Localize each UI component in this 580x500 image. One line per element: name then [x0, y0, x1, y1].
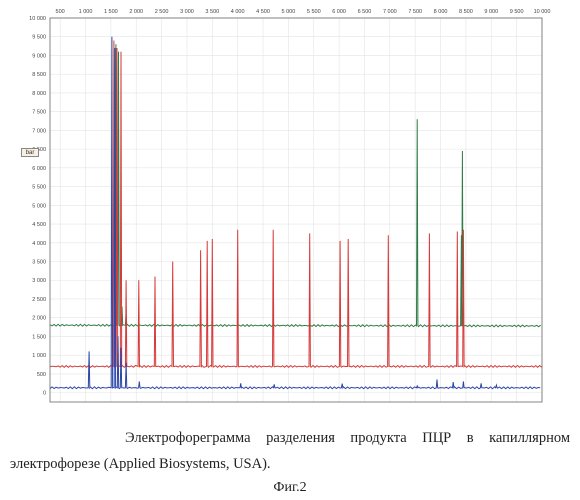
x-tick-label: 1 500 — [104, 9, 118, 15]
x-tick-label: 8 000 — [434, 9, 448, 15]
chart-series — [50, 37, 542, 389]
plot-frame — [50, 18, 542, 402]
y-tick-label: 3 500 — [32, 260, 46, 266]
y-tick-label: 500 — [37, 372, 46, 378]
x-tick-label: 4 500 — [256, 9, 270, 15]
x-tick-label: 5 000 — [282, 9, 296, 15]
x-tick-label: 2 000 — [129, 9, 143, 15]
x-tick-label: 3 000 — [180, 9, 194, 15]
chart-ticks: 500 1 000 1 500 2 000 2 500 3 000 3 500 4 000 4 … — [29, 9, 550, 397]
x-tick-label: 5 500 — [307, 9, 321, 15]
series-line — [50, 41, 542, 368]
y-tick-label: 3 000 — [32, 278, 46, 284]
figure-caption: Электрофореграмма разделения продукта ПЦ… — [10, 425, 570, 477]
y-tick-label: 1 000 — [32, 353, 46, 359]
y-tick-label: 9 000 — [32, 53, 46, 59]
y-tick-label: 2 000 — [32, 316, 46, 322]
chart-grid — [50, 18, 542, 402]
x-tick-label: 7 500 — [408, 9, 422, 15]
y-tick-label: 7 000 — [32, 128, 46, 134]
x-tick-label: 6 000 — [332, 9, 346, 15]
caption-line-1: Электрофореграмма разделения продукта ПЦ… — [10, 425, 570, 451]
y-tick-label: 4 500 — [32, 222, 46, 228]
y-tick-label: 5 500 — [32, 185, 46, 191]
x-tick-label: 8 500 — [459, 9, 473, 15]
x-tick-label: 9 000 — [484, 9, 498, 15]
y-tick-label: 7 500 — [32, 110, 46, 116]
y-tick-label: 0 — [43, 391, 46, 397]
y-tick-label: 5 000 — [32, 203, 46, 209]
y-tick-label: 10 000 — [29, 16, 46, 22]
electropherogram-chart: 500 1 000 1 500 2 000 2 500 3 000 3 500 4 000 4 … — [0, 0, 580, 420]
y-tick-label: 8 500 — [32, 72, 46, 78]
marker-flag: bar — [21, 148, 39, 157]
x-tick-label: 2 500 — [155, 9, 169, 15]
x-tick-label: 7 000 — [383, 9, 397, 15]
x-tick-label: 3 500 — [205, 9, 219, 15]
y-tick-label: 1 500 — [32, 334, 46, 340]
x-tick-label: 1 000 — [79, 9, 93, 15]
series-line — [50, 44, 541, 327]
figure-label: Фиг.2 — [0, 480, 580, 496]
y-tick-label: 9 500 — [32, 35, 46, 41]
series-line — [50, 37, 540, 389]
x-tick-label: 6 500 — [358, 9, 372, 15]
x-tick-label: 4 000 — [231, 9, 245, 15]
x-tick-label: 500 — [56, 9, 65, 15]
y-tick-label: 6 000 — [32, 166, 46, 172]
y-tick-label: 4 000 — [32, 241, 46, 247]
x-tick-label: 10 000 — [534, 9, 551, 15]
y-tick-label: 2 500 — [32, 297, 46, 303]
x-tick-label: 9 500 — [510, 9, 524, 15]
caption-line-2: электрофорезе (Applied Biosystems, USA). — [10, 451, 570, 477]
y-tick-label: 8 000 — [32, 91, 46, 97]
